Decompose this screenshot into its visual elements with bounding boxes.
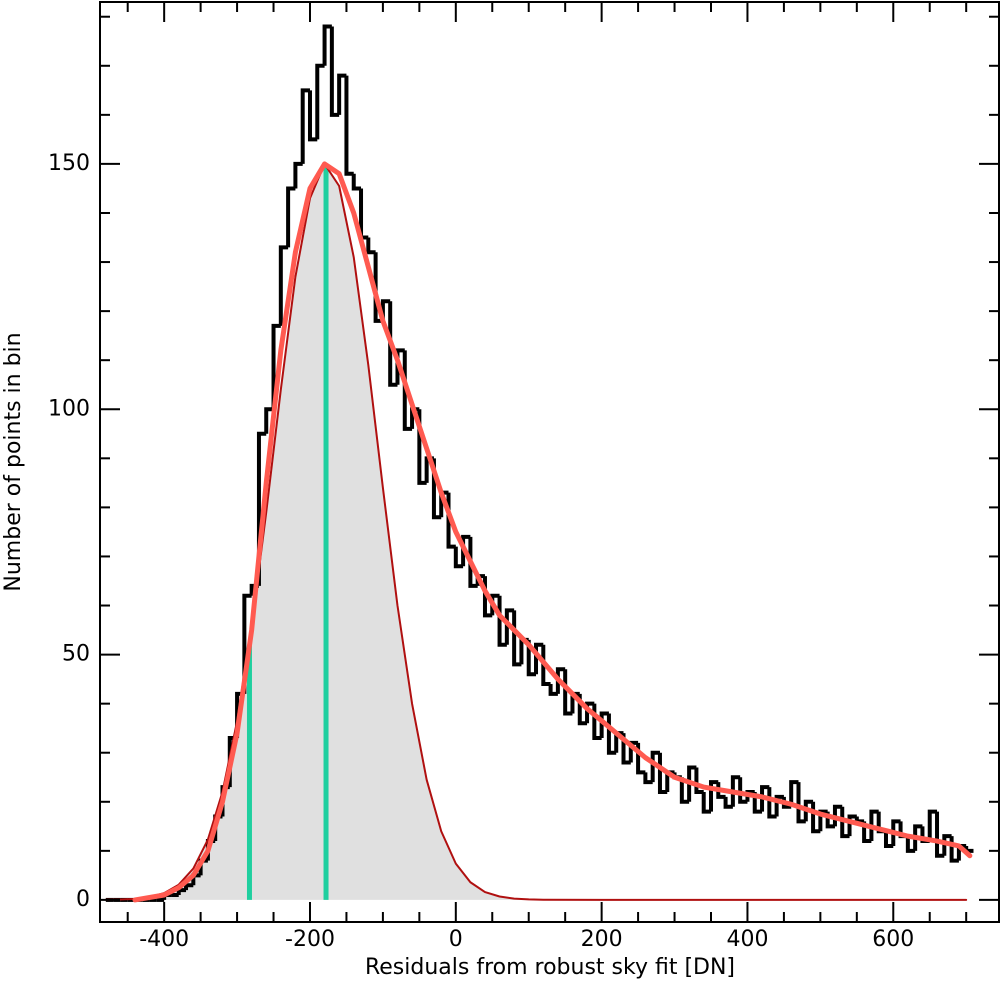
x-tick-label: 200 — [581, 927, 623, 952]
y-tick-label: 0 — [76, 887, 90, 912]
histogram-bin — [315, 63, 325, 140]
histogram-bin — [789, 780, 799, 807]
histogram-bin — [942, 834, 952, 856]
histogram-bin — [708, 780, 719, 812]
histogram-bin — [927, 809, 938, 842]
histogram-bin — [694, 767, 704, 794]
histogram-bin — [555, 667, 566, 694]
histogram-bin — [329, 26, 340, 117]
histogram-bin — [395, 348, 405, 385]
histogram-bin — [242, 593, 252, 694]
histogram-bin — [840, 806, 850, 839]
histogram-bin — [738, 777, 748, 804]
x-tick-label: 0 — [449, 927, 463, 952]
histogram-bin — [913, 824, 923, 851]
histogram-bin — [862, 821, 872, 844]
histogram-bin — [752, 791, 763, 814]
histogram-bin — [388, 301, 398, 387]
histogram-bin — [278, 245, 289, 326]
histogram-bin — [701, 791, 711, 814]
histogram-bin — [650, 750, 660, 783]
histogram-bin — [687, 765, 697, 802]
plot-frame — [99, 1, 1000, 923]
histogram-bin — [621, 733, 631, 765]
histogram-bin — [854, 816, 865, 824]
histogram-bin — [337, 73, 347, 115]
x-axis-label: Residuals from robust sky fit [DN] — [365, 955, 735, 980]
histogram-bin — [322, 24, 332, 66]
histogram-bin — [803, 799, 814, 822]
histogram-bin — [300, 88, 310, 164]
histogram-bin — [774, 794, 784, 817]
histogram-bin — [271, 323, 281, 410]
histogram-bin — [468, 536, 478, 588]
y-tick-label: 100 — [48, 396, 90, 421]
histogram-bin — [534, 642, 544, 675]
histogram-bin — [643, 772, 653, 785]
histogram-bin — [541, 644, 551, 687]
histogram-bin — [679, 777, 690, 804]
histogram-bin — [264, 407, 274, 434]
histogram-bin — [599, 711, 609, 738]
histogram-bin — [891, 819, 901, 846]
histogram-bin — [723, 796, 733, 809]
gaussian-curve — [104, 162, 968, 901]
histogram-bin — [366, 237, 376, 255]
histogram-bin — [847, 814, 857, 837]
x-tick-label: 400 — [726, 927, 768, 952]
fit-curve — [132, 161, 973, 903]
x-tick-label: -200 — [285, 927, 335, 952]
histogram-bin — [307, 90, 318, 142]
histogram-bin — [490, 593, 500, 616]
histogram-bin — [293, 161, 303, 189]
histogram-bin — [585, 701, 595, 724]
histogram-bin — [286, 186, 296, 248]
histogram-bin — [869, 809, 879, 842]
histogram-bin — [760, 785, 770, 812]
y-axis-label: Number of points in bin — [1, 332, 26, 591]
x-tick-label: -400 — [139, 927, 189, 952]
y-tick-label: 150 — [48, 151, 90, 176]
histogram-bin — [504, 608, 515, 645]
x-tick-label: 600 — [872, 927, 914, 952]
histogram-bin — [548, 684, 558, 696]
histogram-bin — [935, 811, 945, 858]
histogram-bin — [453, 546, 464, 569]
histogram-bin — [526, 639, 537, 677]
histogram-bin — [461, 534, 471, 567]
histogram-bin — [359, 188, 369, 240]
histogram-bin — [883, 831, 894, 848]
histogram-bin — [184, 883, 194, 891]
histogram-bin — [344, 75, 354, 176]
histogram-bin — [796, 782, 806, 824]
histogram-bin — [351, 173, 362, 191]
gaussian-area — [105, 163, 967, 900]
histogram-bin — [730, 775, 741, 807]
histogram-bin — [905, 836, 916, 853]
y-tick-label: 50 — [62, 642, 90, 667]
